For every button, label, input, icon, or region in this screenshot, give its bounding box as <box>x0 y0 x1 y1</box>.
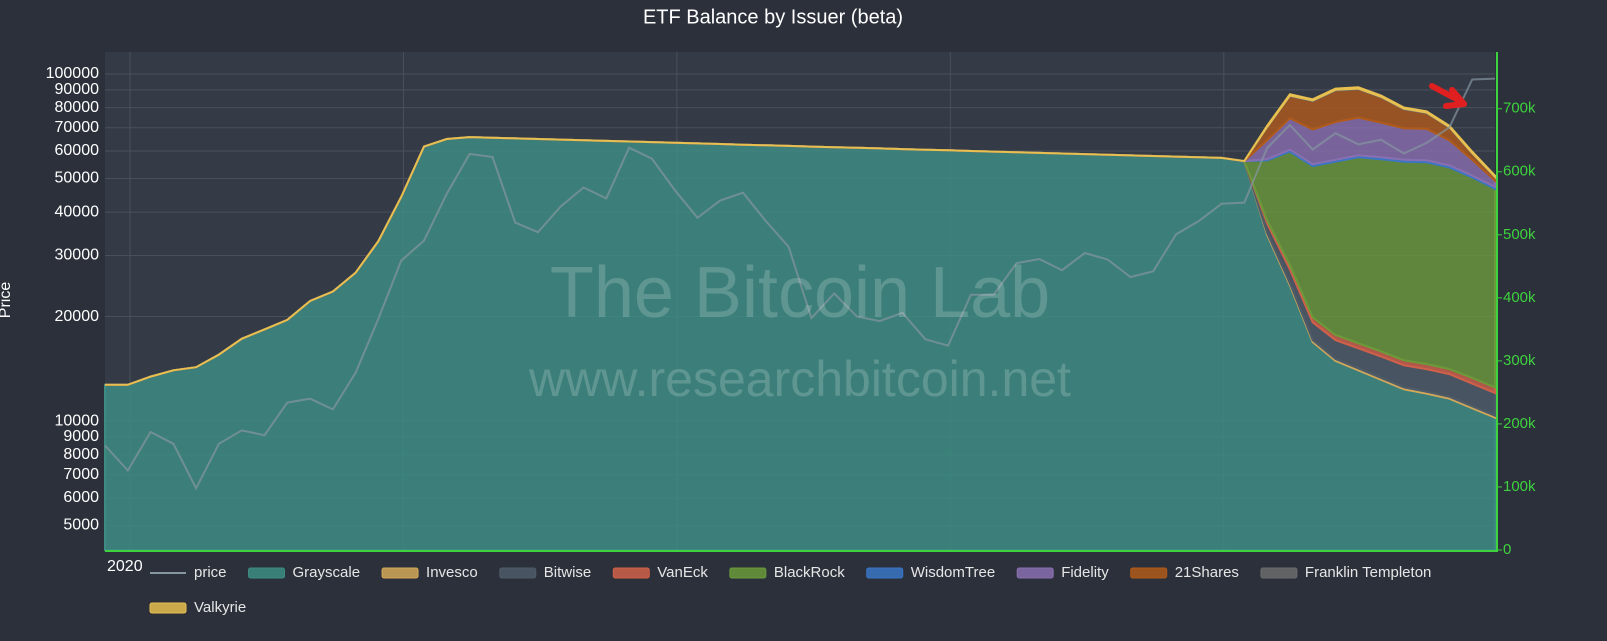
legend-label: Invesco <box>426 564 478 581</box>
legend-swatch <box>1260 567 1298 579</box>
y-tick-label: 50000 <box>55 170 100 187</box>
legend-label: Franklin Templeton <box>1305 564 1431 581</box>
legend-label: 21Shares <box>1175 564 1239 581</box>
y-tick-label: 80000 <box>55 99 100 116</box>
legend-swatch <box>1016 567 1054 579</box>
legend-label: price <box>194 564 227 581</box>
y-axis-label: Price <box>0 282 14 319</box>
legend-label: Bitwise <box>544 564 592 581</box>
y2-tick-label: 700k <box>1503 100 1536 117</box>
y2-tick-label: 400k <box>1503 289 1536 306</box>
legend-swatch <box>248 567 286 579</box>
y-tick-label: 10000 <box>55 412 100 429</box>
legend-swatch <box>729 567 767 579</box>
chart-title: ETF Balance by Issuer (beta) <box>643 6 903 28</box>
y2-tick-label: 300k <box>1503 352 1536 369</box>
y-tick-label: 100000 <box>46 65 99 82</box>
legend-swatch <box>499 567 537 579</box>
legend-label: BlackRock <box>774 564 845 581</box>
legend-label: WisdomTree <box>911 564 995 581</box>
y2-tick-label: 200k <box>1503 415 1536 432</box>
y2-tick-label: 100k <box>1503 478 1536 495</box>
y2-tick-label: 0 <box>1503 541 1511 558</box>
watermark: www.researchbitcoin.net <box>528 351 1071 407</box>
y-tick-label: 9000 <box>63 428 99 445</box>
y-tick-label: 5000 <box>63 517 99 534</box>
y-tick-label: 7000 <box>63 466 99 483</box>
y-tick-label: 8000 <box>63 446 99 463</box>
area <box>105 86 1496 386</box>
legend-label: Grayscale <box>293 564 361 581</box>
price-line <box>104 77 1496 491</box>
legend-label: VanEck <box>657 564 708 581</box>
y-tick-label: 20000 <box>55 308 100 325</box>
arrow-annotation <box>1429 83 1467 109</box>
y-tick-label: 40000 <box>55 203 100 220</box>
y2-tick-label: 500k <box>1503 226 1536 243</box>
legend-swatch <box>866 567 904 579</box>
x-tick-label: 2020 <box>107 558 143 575</box>
legend-swatch <box>1130 567 1168 579</box>
legend-label: Fidelity <box>1061 564 1109 581</box>
legend-label: Valkyrie <box>194 599 246 616</box>
y-tick-label: 30000 <box>55 247 100 264</box>
y-tick-label: 70000 <box>55 119 100 136</box>
legend-swatch <box>149 602 187 614</box>
y-tick-label: 60000 <box>55 142 100 159</box>
watermark: The Bitcoin Lab <box>550 253 1050 333</box>
legend-swatch <box>381 567 419 579</box>
y-tick-label: 90000 <box>55 81 100 98</box>
y2-tick-label: 600k <box>1503 163 1536 180</box>
y-tick-label: 6000 <box>63 489 99 506</box>
legend-swatch <box>612 567 650 579</box>
